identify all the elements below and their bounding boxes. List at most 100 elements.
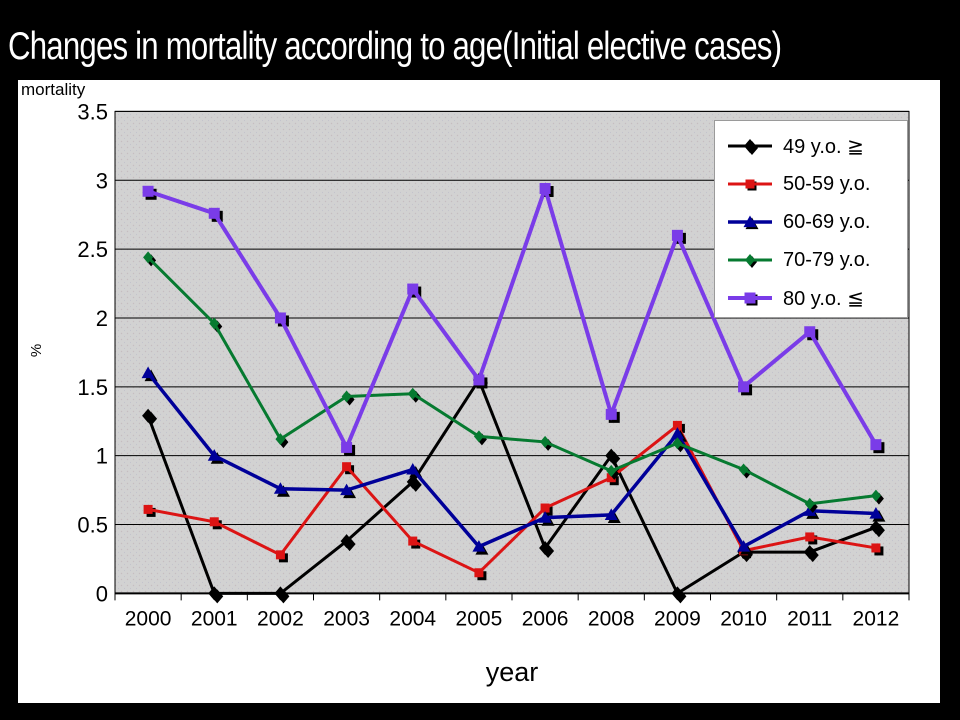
series-line	[147, 423, 877, 575]
data-point-marker	[407, 283, 419, 295]
data-point-marker	[274, 312, 286, 324]
data-point-marker	[406, 462, 420, 475]
x-tick-label: 2001	[191, 607, 238, 630]
legend-label: 49 y.o. ≧	[783, 135, 864, 158]
data-point-marker	[606, 473, 616, 483]
chart-panel: 3.5 3 2.5 2 1.5 1 0.5 0 2000 2001 2002 2003 2004 2005…	[18, 80, 940, 703]
legend-label: 80 y.o. ≦	[783, 287, 864, 310]
data-point-marker	[143, 251, 154, 264]
legend-swatch-icon	[728, 215, 772, 230]
legend-item: 49 y.o. ≧	[715, 127, 907, 165]
data-point-marker	[672, 420, 682, 430]
x-tick-label: 2004	[389, 607, 436, 630]
data-point-marker	[805, 532, 815, 542]
data-point-marker	[803, 545, 816, 560]
data-point-marker	[341, 390, 352, 403]
y-tick-label: 1.5	[77, 375, 108, 400]
series-line	[147, 181, 878, 453]
data-point-marker	[606, 464, 617, 477]
data-point-marker	[804, 326, 816, 338]
x-tick-label: 2010	[720, 607, 767, 630]
legend-item: 50-59 y.o.	[715, 165, 907, 203]
legend-label: 50-59 y.o.	[783, 172, 871, 195]
data-point-marker	[738, 381, 750, 393]
data-point-marker	[870, 439, 882, 451]
data-point-marker	[207, 449, 221, 461]
x-tick-label: 2003	[323, 607, 370, 630]
x-tick-label: 2008	[588, 607, 635, 630]
x-tick-label: 2005	[456, 607, 503, 630]
data-point-marker	[605, 408, 617, 420]
data-point-marker	[208, 207, 220, 219]
page-title: Changes in mortality according to age(In…	[8, 25, 782, 68]
data-point-marker	[672, 437, 683, 450]
data-point-marker	[870, 489, 881, 502]
data-point-marker	[408, 536, 418, 546]
data-point-marker	[738, 463, 749, 476]
legend: 49 y.o. ≧ 50-59 y.o. 60-69 y.o. 70-79 y.o. 8…	[714, 120, 908, 318]
x-tick-label: 2000	[125, 607, 172, 630]
data-point-marker	[342, 462, 352, 472]
data-point-marker	[208, 586, 221, 601]
y-axis-unit-label: %	[28, 343, 46, 358]
data-point-marker	[209, 317, 220, 330]
data-point-marker	[539, 540, 552, 555]
legend-label: 60-69 y.o.	[783, 210, 871, 233]
x-tick-label: 2012	[853, 607, 900, 630]
data-point-marker	[539, 183, 551, 195]
data-point-marker	[275, 433, 286, 446]
data-point-marker	[473, 374, 485, 386]
data-point-marker	[671, 586, 684, 601]
x-tick-label: 2006	[522, 607, 569, 630]
legend-item: 70-79 y.o.	[715, 241, 907, 279]
data-point-marker	[340, 534, 353, 549]
data-point-marker	[871, 543, 881, 553]
y-tick-label: 3.5	[77, 99, 108, 124]
legend-swatch-icon	[728, 139, 772, 155]
data-point-marker	[869, 507, 883, 519]
legend-swatch-icon	[728, 292, 772, 306]
data-point-marker	[540, 435, 551, 448]
data-point-marker	[670, 427, 684, 439]
legend-label: 70-79 y.o.	[783, 248, 871, 271]
data-point-marker	[804, 497, 815, 510]
x-axis-title: year	[485, 657, 539, 687]
data-point-marker	[275, 550, 285, 560]
legend-item: 60-69 y.o.	[715, 203, 907, 241]
y-tick-label: 0	[96, 581, 108, 606]
legend-item: 80 y.o. ≦	[715, 279, 907, 317]
data-point-marker	[803, 504, 817, 516]
x-tick-label: 2011	[787, 607, 832, 630]
data-point-marker	[472, 540, 486, 552]
data-point-marker	[141, 366, 155, 379]
series-line	[146, 376, 877, 596]
data-point-marker	[605, 448, 618, 463]
data-point-marker	[538, 511, 552, 523]
data-point-marker	[473, 430, 484, 443]
data-point-marker	[540, 503, 550, 513]
data-point-marker	[406, 474, 419, 489]
data-point-marker	[143, 504, 153, 514]
data-point-marker	[142, 408, 155, 423]
data-point-marker	[604, 508, 618, 520]
y-tick-label: 3	[96, 168, 108, 193]
data-point-marker	[474, 568, 484, 578]
data-point-marker	[341, 441, 353, 453]
x-tick-label: 2002	[257, 607, 304, 630]
data-point-marker	[209, 517, 219, 527]
y-tick-label: 0.5	[77, 513, 108, 538]
data-point-marker	[737, 540, 751, 552]
series-line	[147, 256, 877, 506]
data-point-marker	[340, 483, 354, 496]
data-point-marker	[142, 185, 154, 197]
series-line	[146, 371, 876, 549]
data-point-marker	[274, 586, 287, 601]
y-tick-label: 2.5	[77, 237, 108, 262]
data-point-marker	[869, 520, 882, 535]
legend-swatch-icon	[728, 179, 772, 191]
y-tick-label: 2	[96, 306, 108, 331]
data-point-marker	[407, 387, 418, 400]
legend-swatch-icon	[728, 254, 772, 268]
data-point-marker	[273, 482, 287, 494]
y-axis-top-label: mortality	[21, 80, 86, 99]
